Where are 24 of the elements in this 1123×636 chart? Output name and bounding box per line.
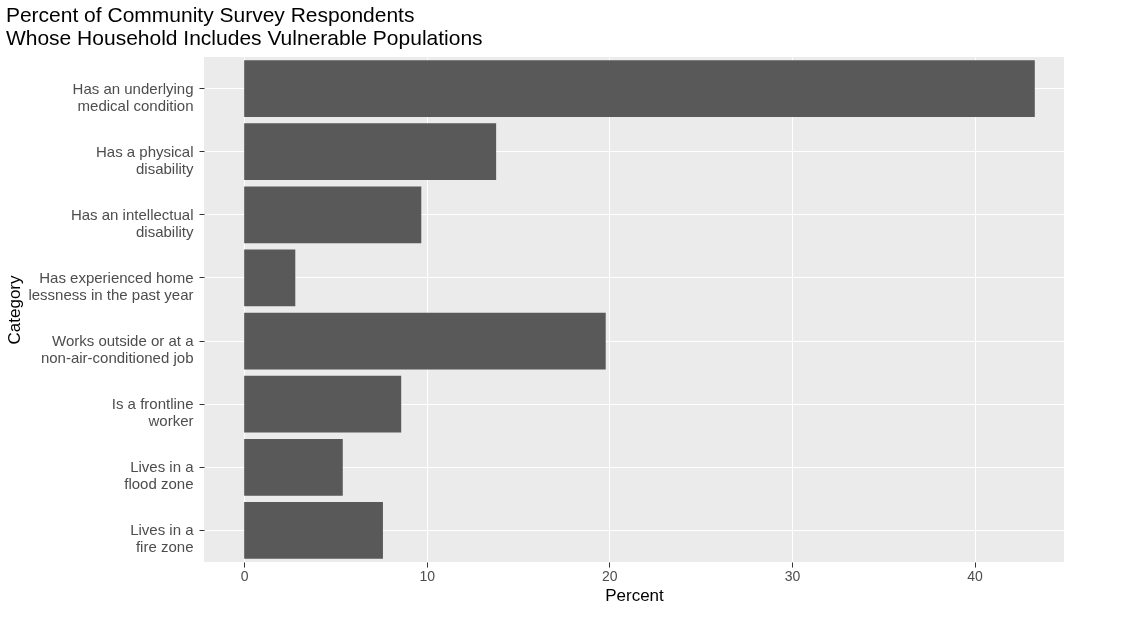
bar xyxy=(244,438,343,496)
bar xyxy=(244,186,422,244)
bar xyxy=(244,249,296,307)
x-tick-label: 30 xyxy=(784,567,801,584)
y-tick-label: Has an intellectual disability xyxy=(70,205,194,240)
chart-title: Percent of Community Survey Respondents Whose Household Includes Vulnerable Populations xyxy=(5,3,483,49)
bar xyxy=(244,60,1035,117)
y-tick-label: Has a physical disability xyxy=(95,142,194,177)
x-tick-label: 20 xyxy=(602,567,618,584)
bar xyxy=(244,123,497,181)
y-tick-label: Lives in a fire zone xyxy=(130,521,195,556)
bar xyxy=(244,312,606,370)
bar xyxy=(244,502,383,559)
x-tick-label: 0 xyxy=(240,567,249,584)
y-axis-title: Category xyxy=(5,275,25,345)
y-tick-label: Is a frontline worker xyxy=(111,395,194,430)
y-tick-label: Has experienced home lessness in the past year xyxy=(28,268,194,303)
x-tick-label: 10 xyxy=(419,567,436,584)
y-tick-label: Lives in a flood zone xyxy=(124,458,195,493)
y-tick-label: Works outside or at a non-air-conditioned job xyxy=(40,332,195,367)
x-axis-title: Percent xyxy=(605,585,665,605)
bar xyxy=(244,375,402,433)
y-tick-label: Has an underlying medical condition xyxy=(72,79,194,114)
x-tick-label: 40 xyxy=(967,567,984,584)
